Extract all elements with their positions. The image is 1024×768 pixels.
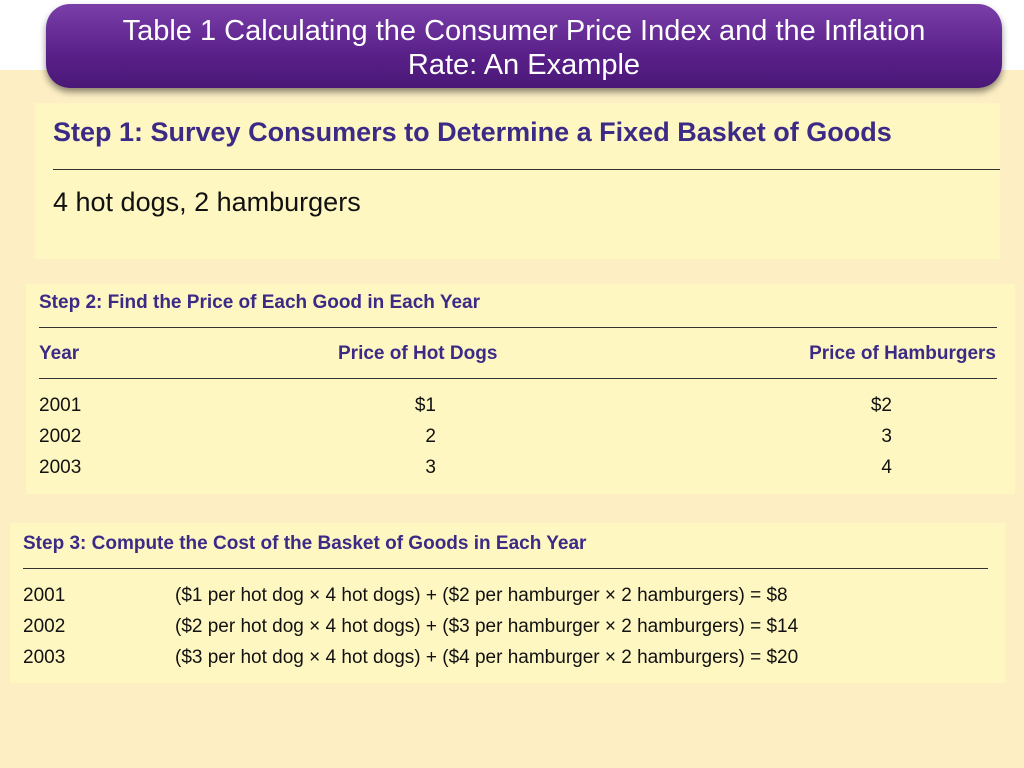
year-cell: 2002 — [39, 426, 82, 447]
step1-basket: 4 hot dogs, 2 hamburgers — [53, 187, 361, 217]
step1-panel: Step 1: Survey Consumers to Determine a … — [35, 103, 1000, 259]
year-cell: 2001 — [23, 585, 66, 606]
slide-title-line-1: Table 1 Calculating the Consumer Price I… — [122, 15, 926, 47]
step2-panel: Step 2: Find the Price of Each Good in E… — [26, 284, 1015, 494]
step2-heading: Step 2: Find the Price of Each Good in E… — [39, 292, 480, 313]
year-cell: 2001 — [39, 395, 82, 416]
hamburger-price-cell: 3 — [881, 426, 892, 447]
hamburger-price-cell: 4 — [881, 457, 892, 478]
cost-formula: ($2 per hot dog × 4 hot dogs) + ($3 per … — [175, 616, 799, 637]
step3-panel: Step 3: Compute the Cost of the Basket o… — [10, 523, 1005, 683]
step1-heading: Step 1: Survey Consumers to Determine a … — [53, 117, 892, 147]
hot-dog-price-cell: $1 — [414, 395, 436, 416]
column-header-year: Year — [39, 343, 80, 364]
slide-title: Table 1 Calculating the Consumer Price I… — [46, 4, 1002, 88]
step2-divider-mid — [39, 378, 997, 379]
year-cell: 2003 — [23, 647, 66, 668]
year-cell: 2003 — [39, 457, 82, 478]
step2-divider-top — [39, 327, 997, 328]
hot-dog-price-cell: 3 — [425, 457, 436, 478]
step3-divider — [23, 568, 988, 569]
step3-heading: Step 3: Compute the Cost of the Basket o… — [23, 533, 587, 554]
cost-formula: ($3 per hot dog × 4 hot dogs) + ($4 per … — [175, 647, 799, 668]
hot-dog-price-cell: 2 — [425, 426, 436, 447]
year-cell: 2002 — [23, 616, 66, 637]
column-header-hot-dogs: Price of Hot Dogs — [338, 343, 498, 364]
slide-title-line-2: Rate: An Example — [407, 49, 641, 81]
cost-formula: ($1 per hot dog × 4 hot dogs) + ($2 per … — [175, 585, 788, 606]
step1-divider — [53, 169, 1000, 170]
column-header-hamburgers: Price of Hamburgers — [809, 343, 996, 364]
hamburger-price-cell: $2 — [870, 395, 892, 416]
